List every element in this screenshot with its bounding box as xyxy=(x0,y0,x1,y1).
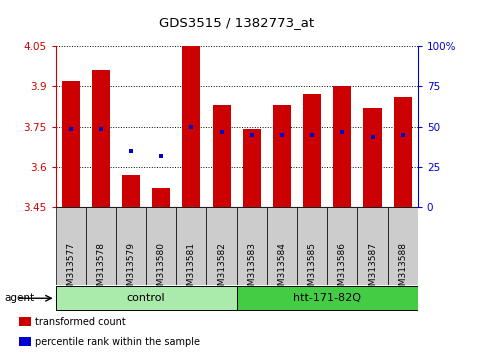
Bar xyxy=(207,207,237,285)
Bar xyxy=(388,207,418,285)
Bar xyxy=(242,129,261,207)
Bar xyxy=(152,188,170,207)
Bar xyxy=(176,207,207,285)
Bar xyxy=(62,81,80,207)
Text: GSM313586: GSM313586 xyxy=(338,242,347,297)
Bar xyxy=(183,46,200,207)
Text: transformed count: transformed count xyxy=(35,316,126,326)
Bar xyxy=(237,286,418,310)
Bar xyxy=(237,207,267,285)
Text: GSM313582: GSM313582 xyxy=(217,242,226,297)
Bar xyxy=(19,337,30,347)
Bar xyxy=(327,207,357,285)
Bar xyxy=(364,108,382,207)
Bar xyxy=(213,105,231,207)
Text: GSM313578: GSM313578 xyxy=(96,242,105,297)
Text: control: control xyxy=(127,293,165,303)
Bar xyxy=(297,207,327,285)
Bar xyxy=(122,175,140,207)
Text: GSM313587: GSM313587 xyxy=(368,242,377,297)
Text: htt-171-82Q: htt-171-82Q xyxy=(293,293,361,303)
Text: GSM313579: GSM313579 xyxy=(127,242,136,297)
Bar xyxy=(19,317,30,326)
Text: GSM313580: GSM313580 xyxy=(156,242,166,297)
Bar xyxy=(267,207,297,285)
Bar xyxy=(333,86,352,207)
Bar xyxy=(357,207,388,285)
Text: GSM313577: GSM313577 xyxy=(66,242,75,297)
Text: GSM313581: GSM313581 xyxy=(187,242,196,297)
Bar xyxy=(273,105,291,207)
Bar xyxy=(394,97,412,207)
Text: GSM313584: GSM313584 xyxy=(277,242,286,297)
Text: agent: agent xyxy=(5,293,35,303)
Bar xyxy=(146,207,176,285)
Bar xyxy=(56,286,237,310)
Text: percentile rank within the sample: percentile rank within the sample xyxy=(35,337,200,347)
Text: GSM313585: GSM313585 xyxy=(308,242,317,297)
Text: GSM313583: GSM313583 xyxy=(247,242,256,297)
Bar xyxy=(116,207,146,285)
Bar xyxy=(86,207,116,285)
Bar xyxy=(92,70,110,207)
Bar xyxy=(303,94,321,207)
Text: GSM313588: GSM313588 xyxy=(398,242,407,297)
Text: GDS3515 / 1382773_at: GDS3515 / 1382773_at xyxy=(159,16,314,29)
Bar xyxy=(56,207,86,285)
